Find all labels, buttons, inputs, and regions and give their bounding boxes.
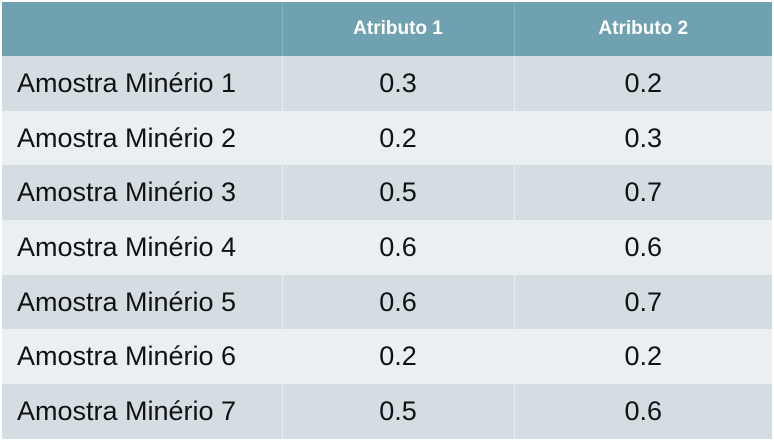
table-row: Amostra Minério 3 0.5 0.7 [2, 165, 772, 221]
atributo-2-cell: 0.2 [514, 329, 772, 385]
atributo-1-cell: 0.5 [282, 165, 515, 221]
sample-name-cell: Amostra Minério 4 [2, 220, 283, 275]
atributo-1-cell: 0.3 [282, 56, 515, 111]
atributo-2-cell: 0.7 [514, 165, 772, 221]
atributo-2-cell: 0.3 [514, 110, 772, 166]
table-row: Amostra Minério 5 0.6 0.7 [2, 274, 772, 330]
table-row: Amostra Minério 4 0.6 0.6 [2, 220, 772, 275]
table-row: Amostra Minério 6 0.2 0.2 [2, 329, 772, 385]
atributo-2-cell: 0.7 [514, 274, 772, 330]
atributo-1-cell: 0.6 [282, 274, 515, 330]
atributo-2-cell: 0.2 [514, 56, 772, 111]
table-row: Amostra Minério 2 0.2 0.3 [2, 110, 772, 166]
table-row: Amostra Minério 1 0.3 0.2 [2, 56, 772, 111]
atributo-1-cell: 0.2 [282, 329, 515, 385]
table-row: Amostra Minério 7 0.5 0.6 [2, 384, 772, 439]
atributo-2-cell: 0.6 [514, 384, 772, 439]
atributo-1-cell: 0.5 [282, 384, 515, 439]
sample-name-cell: Amostra Minério 6 [2, 329, 283, 385]
header-empty-cell [2, 2, 283, 56]
atributo-1-cell: 0.6 [282, 220, 515, 275]
atributo-2-cell: 0.6 [514, 220, 772, 275]
sample-name-cell: Amostra Minério 7 [2, 384, 283, 439]
sample-name-cell: Amostra Minério 5 [2, 274, 283, 330]
header-atributo-2: Atributo 2 [514, 2, 772, 56]
header-atributo-1: Atributo 1 [282, 2, 515, 56]
header-row: Atributo 1 Atributo 2 [2, 2, 772, 56]
sample-name-cell: Amostra Minério 2 [2, 110, 283, 166]
sample-name-cell: Amostra Minério 1 [2, 56, 283, 111]
sample-name-cell: Amostra Minério 3 [2, 165, 283, 221]
atributo-1-cell: 0.2 [282, 110, 515, 166]
